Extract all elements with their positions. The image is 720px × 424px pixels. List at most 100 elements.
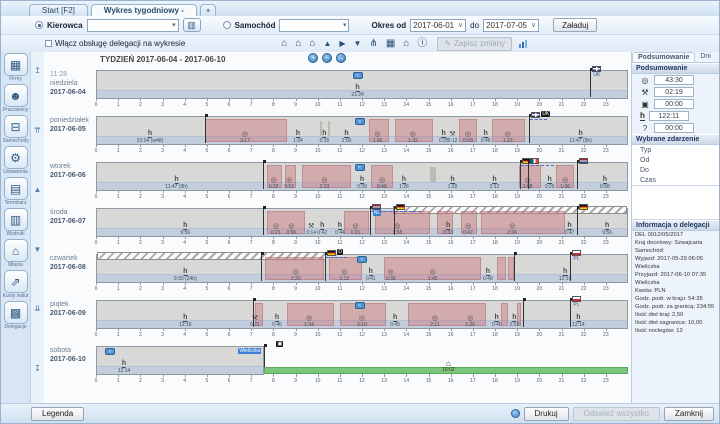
event-next-icon[interactable]: ▶ (339, 38, 346, 48)
tab-1[interactable]: Wykres tygodniowy - (90, 4, 197, 16)
event-down-icon[interactable]: ▼ (353, 38, 362, 48)
activity-drive-marker[interactable]: ◎ 1:22 (503, 131, 513, 144)
legend-button[interactable]: Legenda (31, 406, 85, 421)
driving-block[interactable] (284, 165, 296, 188)
activity-drive-marker[interactable]: ◎ 2:06 (507, 223, 517, 236)
ferry-icon[interactable]: ≈ (354, 118, 365, 125)
statistics-icon[interactable] (518, 39, 530, 48)
home-marker[interactable]: ⌂ 16:02 (442, 360, 455, 374)
activity-box[interactable]: h 9:56 ◎ 0:21 ◎ 0:56 ⚒ 0:14 h 0:42 h 0:44 ◎ 1:21 ◎ 1:58… (96, 206, 628, 237)
driving-block[interactable] (264, 257, 325, 280)
activity-drive-marker[interactable]: ◎ 1:21 (351, 223, 361, 236)
driving-block[interactable] (254, 303, 263, 326)
activity-drive-marker[interactable]: ◎1:08 (523, 177, 533, 190)
activity-drive-marker[interactable]: ◎ 1:06 (373, 131, 383, 144)
driving-block[interactable] (437, 211, 453, 234)
activity-rest-marker[interactable]: h 1:24 (293, 130, 303, 144)
vehicle-radio[interactable] (222, 21, 231, 29)
ferry-icon[interactable]: ≈ (354, 164, 365, 171)
panel-tab-podsumowanie[interactable]: Podsumowanie (632, 52, 696, 62)
activity-rest-marker[interactable]: h 12:16 (179, 314, 192, 328)
activity-drive-marker[interactable]: ◎ 1:34 (304, 315, 314, 328)
home-end-icon[interactable]: ⌂ (309, 37, 316, 49)
activity-rest-marker[interactable]: h 12:14 (118, 360, 131, 374)
activity-drive-marker[interactable]: ◎ 0:21 (271, 223, 281, 236)
driving-block[interactable] (267, 211, 305, 234)
activity-drive-marker[interactable]: ◎ 0:47 (463, 223, 473, 236)
activity-box[interactable]: h 9:30 (24h) ◎ 2:20 ◎ 1:12 h 0:41 ◎ 0:39 ◎ 1:45 h 0:4… (96, 252, 628, 283)
sidebar-item-wydruki[interactable]: ▥ Wydruki (3, 208, 29, 237)
home-start-icon[interactable]: ⌂ (281, 37, 288, 49)
activity-rest-marker[interactable]: h 11:47 (9h) (165, 176, 187, 190)
panel-tab-dni[interactable]: Dni (700, 53, 711, 60)
driving-block[interactable] (286, 303, 335, 326)
activity-rest-marker[interactable]: h 1:26 (399, 176, 409, 190)
tab-new[interactable]: + (199, 4, 217, 16)
activity-drive-marker[interactable]: ◎ 3:17 (240, 131, 250, 144)
activity-drive-marker[interactable]: ◎ 2:11 (430, 315, 439, 328)
driving-block[interactable] (501, 303, 508, 326)
activity-rest-marker[interactable]: h 0:20 (545, 176, 555, 190)
activity-rest-marker[interactable]: h 31:04 (w48) (137, 130, 163, 144)
driving-block[interactable] (556, 165, 574, 188)
activity-drive-marker[interactable]: ◎ 1:06 (560, 177, 570, 190)
ferry-icon[interactable]: ≈ (352, 72, 363, 79)
scroll-arrow-3[interactable]: ▼ (33, 244, 42, 254)
activity-rest-marker[interactable]: h 9:30 (24h) (174, 268, 197, 282)
period-to-input[interactable]: 2017-07-05 ∨ (483, 18, 540, 32)
driving-block[interactable] (344, 211, 369, 234)
activity-box[interactable]: h 11:47 (9h) ◎ 0:32 ◎ 0:52 ◎ 2:33 h 0:39 ◎ 0:48 h 1:2… (96, 162, 628, 191)
activity-drive-marker[interactable]: ◎ 2:33 (320, 177, 330, 190)
activity-rest-marker[interactable]: h 0:46 (492, 314, 502, 328)
meal-icon[interactable]: ⋔ (369, 37, 378, 49)
activity-rest-marker[interactable]: h 0:42 (317, 222, 327, 236)
activity-rest-marker[interactable]: h 1:20 (448, 176, 458, 190)
sidebar-item-ustawienia[interactable]: ⚙ Ustawienia (3, 146, 29, 175)
close-button[interactable]: Zamknij (663, 406, 714, 421)
driving-block[interactable] (370, 165, 393, 188)
activity-rest-marker[interactable]: h 0:33 (443, 222, 453, 236)
ferry-icon[interactable]: ≈ (354, 302, 365, 309)
activity-rest-marker[interactable]: h 0:47 (565, 222, 575, 236)
driving-block[interactable] (267, 165, 283, 188)
driving-block[interactable] (492, 119, 526, 142)
info-icon[interactable]: ⓘ (417, 37, 428, 49)
load-button[interactable]: Załaduj (553, 18, 598, 32)
driving-block[interactable] (395, 119, 433, 142)
vehicle-select[interactable]: ▾ (279, 18, 350, 32)
delegation-checkbox[interactable] (45, 40, 52, 47)
driving-block[interactable] (375, 211, 431, 234)
activity-drive-marker[interactable]: ◎ 0:52 (284, 177, 294, 190)
refresh-button[interactable]: Odśwież wszystko (572, 406, 660, 421)
sidebar-item-pracownicy[interactable]: ☻ Pracownicy (3, 84, 29, 113)
activity-rest-marker[interactable]: h 21:24 (351, 84, 364, 98)
driving-block[interactable] (481, 211, 566, 234)
activity-rest-marker[interactable]: h 2:02 (510, 314, 520, 328)
activity-drive-marker[interactable]: ◎ 0:56 (286, 223, 296, 236)
activity-drive-marker[interactable]: ◎ 2:10 (357, 315, 367, 328)
activity-rest-marker[interactable]: h 12:19 (559, 268, 572, 282)
activity-drive-marker[interactable]: ◎ 2:20 (291, 269, 301, 282)
driving-block[interactable] (461, 211, 477, 234)
activity-work-marker[interactable]: ⚒ 0:21 (250, 315, 260, 328)
activity-rest-marker[interactable]: h 0:25 (439, 130, 449, 144)
home-add-icon[interactable]: ⌂ (295, 37, 302, 49)
activity-rest-marker[interactable]: h 0:48 (483, 268, 493, 282)
activity-box[interactable]: h 12:16 ⚒ 0:21 h 0:46 ◎ 1:34 ◎ 2:10 h 0:45 ◎ 2:11 ◎ 1:2… (96, 300, 628, 329)
save-changes-button[interactable]: ✎ Zapisz zmiany (437, 36, 513, 51)
driver-select[interactable]: ▾ (86, 18, 179, 32)
activity-rest-marker[interactable]: h 2:12 (490, 176, 500, 190)
ferry-icon[interactable]: ≈ (357, 256, 367, 263)
driving-block[interactable] (368, 119, 389, 142)
sidebar-item-terminarz[interactable]: ▤ Terminarz (3, 177, 29, 206)
activity-rest-marker[interactable]: h 0:46 (272, 314, 282, 328)
activity-drive-marker[interactable]: ◎ 1:32 (408, 131, 418, 144)
activity-rest-marker[interactable]: h 9:56 (180, 222, 190, 236)
driving-block[interactable] (302, 165, 351, 188)
tab-0[interactable]: Start [F2] (29, 4, 88, 16)
driving-block[interactable] (459, 119, 477, 142)
activity-drive-marker[interactable]: ◎ 1:45 (428, 269, 438, 282)
sidebar-item-miasta[interactable]: ⌂ Miasta (3, 239, 29, 268)
driving-block[interactable] (516, 303, 521, 326)
driver-radio[interactable] (35, 21, 43, 29)
